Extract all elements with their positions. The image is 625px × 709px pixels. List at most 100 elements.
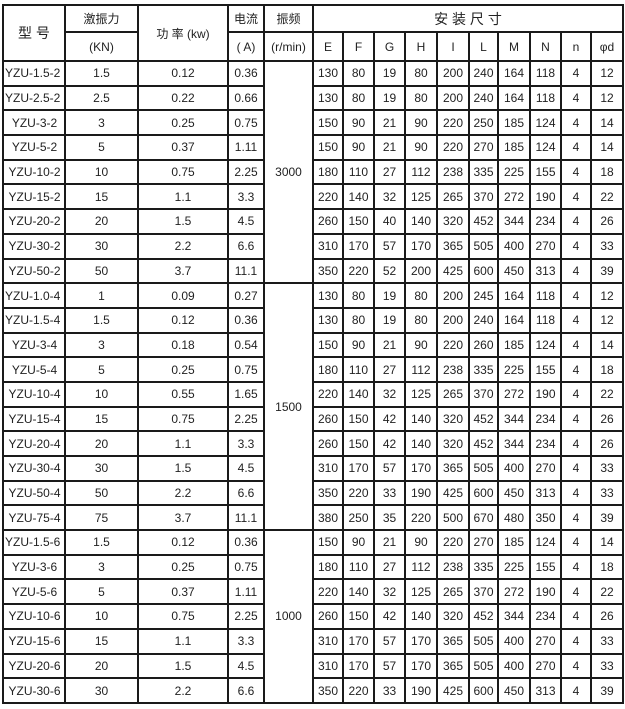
dim-cell-φd: 18 — [590, 553, 624, 581]
dim-cell-N: 155 — [529, 553, 562, 581]
dim-cell-L: 505 — [468, 652, 499, 680]
dim-cell-E: 220 — [312, 380, 344, 408]
force-cell: 15 — [64, 627, 139, 655]
dim-cell-H: 190 — [404, 677, 438, 704]
dim-cell-F: 150 — [342, 430, 375, 457]
model-cell: YZU-5-2 — [2, 134, 66, 161]
dim-cell-n: 4 — [560, 455, 592, 482]
table-row: YZU-30-6 30 2.2 6.6 350 220 33 190 425 600 450 313 4… — [2, 677, 624, 704]
dim-cell-F: 150 — [342, 405, 375, 433]
dim-cell-G: 52 — [373, 257, 406, 285]
dim-cell-φd: 39 — [590, 504, 624, 532]
power-cell: 1.5 — [137, 455, 229, 482]
dim-cell-L: 270 — [468, 134, 499, 161]
dim-cell-H: 90 — [404, 529, 438, 556]
header-dim-3: H — [404, 31, 438, 62]
dim-cell-E: 260 — [312, 208, 344, 235]
dim-cell-N: 190 — [529, 578, 562, 606]
power-cell: 0.22 — [137, 84, 229, 112]
dim-cell-L: 600 — [468, 677, 499, 704]
dim-cell-n: 4 — [560, 232, 592, 260]
dim-cell-H: 170 — [404, 232, 438, 260]
dim-cell-L: 670 — [468, 504, 499, 532]
dim-cell-I: 220 — [436, 331, 470, 359]
force-cell: 3 — [64, 553, 139, 581]
dim-cell-M: 164 — [497, 282, 531, 309]
dim-cell-H: 140 — [404, 208, 438, 235]
dim-cell-N: 270 — [529, 627, 562, 655]
dim-cell-F: 170 — [342, 232, 375, 260]
dim-cell-N: 270 — [529, 652, 562, 680]
current-cell: 4.5 — [227, 455, 265, 482]
dim-cell-I: 200 — [436, 84, 470, 112]
force-cell: 3 — [64, 109, 139, 137]
dim-cell-φd: 12 — [590, 306, 624, 334]
dim-cell-L: 370 — [468, 578, 499, 606]
dim-cell-E: 180 — [312, 553, 344, 581]
model-cell: YZU-3-2 — [2, 109, 66, 137]
dim-cell-I: 365 — [436, 455, 470, 482]
dim-cell-F: 90 — [342, 134, 375, 161]
header-model: 型 号 — [2, 4, 66, 62]
dim-cell-N: 350 — [529, 504, 562, 532]
dim-cell-M: 344 — [497, 208, 531, 235]
dim-cell-n: 4 — [560, 627, 592, 655]
current-cell: 3.3 — [227, 430, 265, 457]
dim-cell-H: 80 — [404, 306, 438, 334]
model-cell: YZU-30-2 — [2, 232, 66, 260]
force-cell: 75 — [64, 504, 139, 532]
dim-cell-E: 310 — [312, 455, 344, 482]
dim-cell-I: 320 — [436, 208, 470, 235]
header-force-unit: (KN) — [64, 31, 139, 62]
power-cell: 1.5 — [137, 652, 229, 680]
dim-cell-M: 344 — [497, 405, 531, 433]
dim-cell-E: 350 — [312, 677, 344, 704]
power-cell: 0.18 — [137, 331, 229, 359]
dim-cell-H: 80 — [404, 282, 438, 309]
dim-cell-I: 500 — [436, 504, 470, 532]
dim-cell-G: 35 — [373, 504, 406, 532]
table-row: YZU-10-6 10 0.75 2.25 260 150 42 140 320 452 344 23… — [2, 603, 624, 630]
dim-cell-H: 125 — [404, 183, 438, 211]
current-cell: 11.1 — [227, 504, 265, 532]
table-row: YZU-5-2 5 0.37 1.11 150 90 21 90 220 270 185 124 4 14 — [2, 134, 624, 161]
dim-cell-N: 124 — [529, 134, 562, 161]
model-cell: YZU-50-4 — [2, 479, 66, 507]
dim-cell-N: 118 — [529, 60, 562, 87]
dim-cell-L: 505 — [468, 455, 499, 482]
dim-cell-H: 125 — [404, 380, 438, 408]
dim-cell-F: 220 — [342, 677, 375, 704]
dim-cell-N: 234 — [529, 430, 562, 457]
dim-cell-L: 270 — [468, 529, 499, 556]
dim-cell-I: 265 — [436, 380, 470, 408]
dim-cell-F: 90 — [342, 109, 375, 137]
current-cell: 6.6 — [227, 677, 265, 704]
dim-cell-G: 33 — [373, 479, 406, 507]
dim-cell-M: 344 — [497, 430, 531, 457]
current-cell: 0.36 — [227, 529, 265, 556]
dim-cell-H: 112 — [404, 553, 438, 581]
dim-cell-H: 90 — [404, 134, 438, 161]
model-cell: YZU-15-2 — [2, 183, 66, 211]
dim-cell-L: 505 — [468, 232, 499, 260]
header-dim-9: φd — [590, 31, 624, 62]
dim-cell-M: 344 — [497, 603, 531, 630]
power-cell: 0.25 — [137, 356, 229, 383]
dim-cell-L: 452 — [468, 208, 499, 235]
dim-cell-L: 600 — [468, 257, 499, 285]
table-row: YZU-10-2 10 0.75 2.25 180 110 27 112 238 335 225 15… — [2, 158, 624, 186]
dim-cell-I: 365 — [436, 652, 470, 680]
dim-cell-I: 200 — [436, 306, 470, 334]
dim-cell-N: 270 — [529, 232, 562, 260]
table-row: YZU-3-2 3 0.25 0.75 150 90 21 90 220 250 185 124 4 14 — [2, 109, 624, 137]
dim-cell-n: 4 — [560, 158, 592, 186]
dim-cell-F: 170 — [342, 627, 375, 655]
dim-cell-F: 80 — [342, 60, 375, 87]
model-cell: YZU-50-2 — [2, 257, 66, 285]
dim-cell-n: 4 — [560, 380, 592, 408]
dim-cell-I: 365 — [436, 232, 470, 260]
dim-cell-G: 21 — [373, 134, 406, 161]
dim-cell-I: 320 — [436, 405, 470, 433]
dim-cell-M: 480 — [497, 504, 531, 532]
